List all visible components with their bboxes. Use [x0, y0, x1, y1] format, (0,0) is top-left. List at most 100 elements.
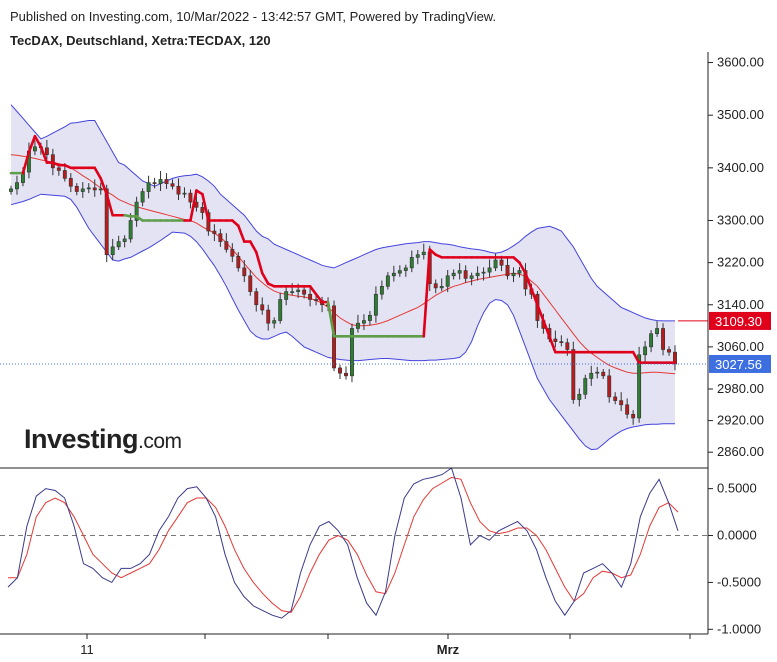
supertrend-segment	[39, 145, 49, 164]
candle-body	[583, 378, 588, 395]
candle-body	[553, 338, 558, 342]
candle	[367, 311, 372, 326]
candle	[505, 257, 510, 280]
candle	[601, 369, 606, 380]
candle-body	[367, 314, 372, 321]
candle	[92, 179, 97, 197]
supertrend-segment	[428, 248, 438, 257]
candle	[517, 266, 522, 278]
candle	[278, 292, 283, 324]
supertrend-segment	[314, 292, 324, 304]
osc-tick-label: 0.0000	[717, 528, 757, 543]
candle-body	[50, 154, 55, 169]
candle	[260, 297, 265, 315]
oscillator-main-line	[7, 467, 679, 619]
oscillator-panel[interactable]	[0, 467, 708, 619]
candle	[98, 182, 103, 195]
candle	[475, 266, 480, 281]
candle-body	[284, 291, 289, 300]
osc-tick-label: 0.5000	[717, 481, 757, 496]
candle-body	[445, 275, 450, 287]
supertrend-segment	[99, 177, 109, 196]
candle	[206, 209, 211, 236]
candle	[284, 286, 289, 306]
candle-body	[32, 146, 37, 152]
supertrend-segment	[237, 224, 246, 243]
candle-body	[505, 264, 510, 277]
candle	[110, 238, 115, 260]
candle-body	[451, 272, 456, 277]
candle-body	[254, 291, 259, 306]
candle-body	[296, 289, 301, 292]
candle-body	[266, 309, 271, 324]
supertrend-segment	[422, 248, 432, 338]
candle-body	[164, 179, 169, 184]
candle-body	[565, 342, 570, 350]
candle-body	[134, 201, 139, 221]
candle	[457, 263, 462, 280]
candle	[188, 189, 193, 209]
candle-body	[625, 404, 630, 415]
supertrend-segment	[231, 219, 240, 228]
candle	[116, 235, 121, 250]
candle-body	[236, 256, 241, 269]
candle	[224, 233, 229, 253]
candle	[356, 314, 360, 333]
candle	[152, 177, 157, 189]
candle	[373, 286, 378, 323]
candle	[44, 139, 49, 160]
candle	[385, 272, 390, 290]
candle	[74, 183, 79, 196]
candle	[248, 270, 253, 296]
candle-body	[511, 272, 516, 277]
candle-body	[433, 283, 438, 289]
candle	[134, 196, 139, 227]
supertrend-segment	[248, 240, 258, 254]
price-tick-label: 3220.00	[717, 255, 764, 270]
candle-body	[116, 241, 121, 248]
supertrend-segment	[308, 285, 318, 296]
candle-body	[260, 304, 265, 311]
candle	[655, 321, 660, 337]
candle-body	[601, 371, 606, 377]
candle-body	[344, 372, 348, 377]
candle-body	[146, 182, 151, 192]
candle-body	[637, 354, 642, 419]
supertrend-segment	[536, 303, 545, 322]
candle-body	[128, 220, 133, 240]
supertrend-segment	[260, 271, 270, 285]
supertrend-segment	[105, 192, 114, 217]
published-caption: Published on Investing.com, 10/Mar/2022 …	[10, 9, 497, 24]
candle	[589, 365, 594, 386]
candle	[182, 187, 187, 198]
candle-body	[595, 371, 600, 374]
candle-body	[577, 393, 582, 400]
candle-body	[361, 320, 366, 324]
candle	[625, 398, 630, 419]
supertrend-segment	[93, 166, 103, 180]
candle	[236, 252, 241, 272]
candle	[409, 250, 414, 273]
candle-body	[68, 178, 73, 187]
candle-body	[182, 192, 187, 195]
price-panel[interactable]	[0, 104, 708, 451]
candle	[487, 259, 492, 278]
candle-body	[188, 192, 193, 203]
candle	[595, 366, 600, 379]
candle	[361, 314, 366, 331]
candle	[445, 270, 450, 293]
candle-body	[176, 185, 181, 195]
candle	[613, 392, 618, 405]
supertrend-segment	[631, 350, 641, 364]
candle-body	[373, 293, 378, 316]
candle-body	[302, 289, 307, 295]
candle-body	[607, 375, 612, 398]
bollinger-upper-line	[10, 104, 675, 322]
price-tick-label: 2920.00	[717, 413, 764, 428]
candle	[128, 213, 133, 243]
price-tag-box	[709, 311, 771, 330]
supertrend-segment	[518, 261, 527, 275]
candle	[451, 269, 456, 280]
candle	[667, 346, 671, 356]
